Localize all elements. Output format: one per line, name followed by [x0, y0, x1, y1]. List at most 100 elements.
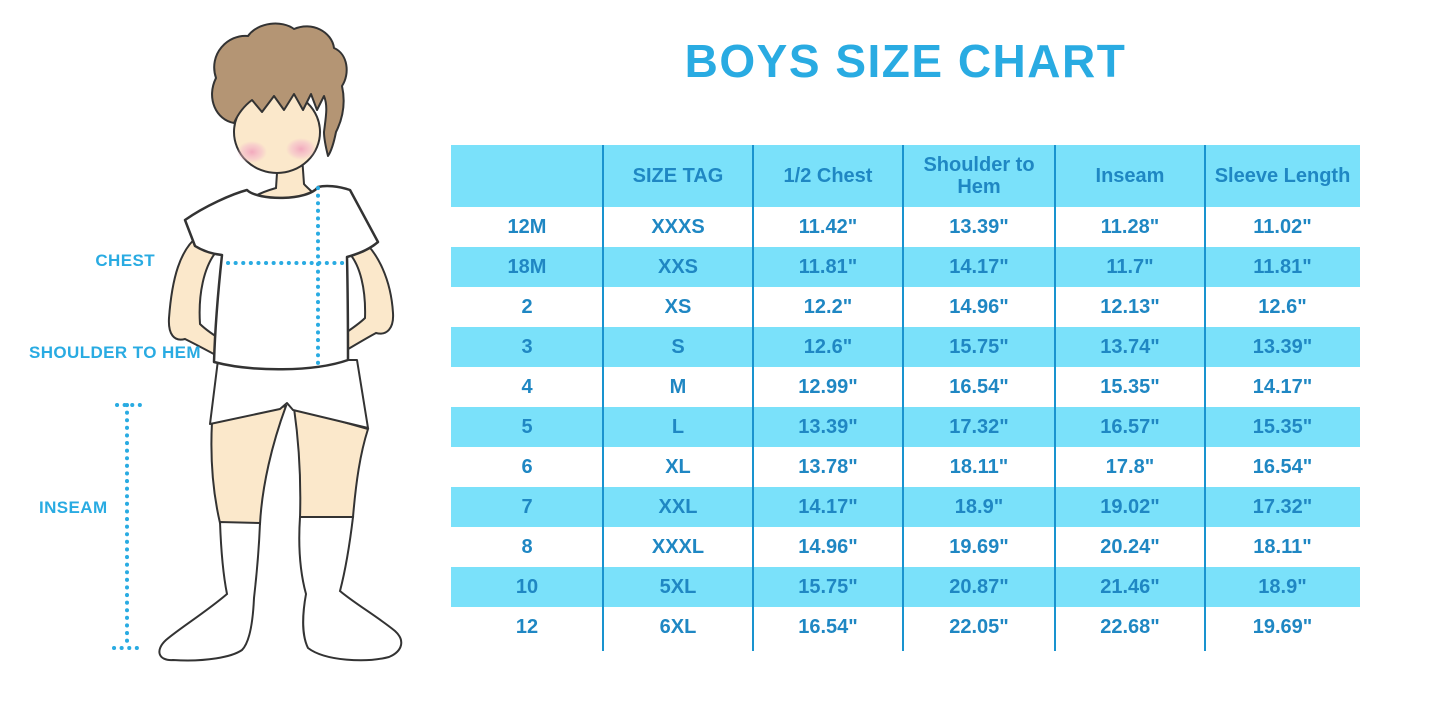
boy-shorts: [209, 359, 369, 429]
table-cell: 12.6": [1258, 295, 1307, 318]
boy-left-arm: [167, 234, 227, 361]
table-cell: 20.24": [1100, 535, 1160, 558]
table-cell: 22.05": [949, 615, 1009, 638]
table-cell: 21.46": [1100, 575, 1160, 598]
table-cell: 22.68": [1100, 615, 1160, 638]
table-cell: 18.11": [1253, 535, 1312, 558]
table-cell: XL: [665, 455, 691, 478]
table-cell: 13.39": [1252, 335, 1313, 358]
header-cell-size: [451, 145, 603, 207]
table-cell: 5: [521, 415, 533, 438]
table-cell: 11.7": [1106, 255, 1154, 278]
boy-left-sock: [158, 520, 262, 662]
table-row: 10 5XL 15.75" 20.87" 21.46" 18.9": [451, 567, 1360, 607]
table-cell: 15.75": [798, 575, 858, 598]
table-cell: M: [669, 375, 687, 398]
table-cell: 11.81": [798, 255, 858, 278]
boy-tshirt: [183, 184, 380, 371]
header-cell-shoulder-to-hem: Shoulder to Hem: [923, 153, 1035, 198]
table-cell: 12.13": [1100, 295, 1160, 318]
table-cell: 13.39": [798, 415, 858, 438]
table-cell: 8: [521, 535, 533, 558]
table-cell: 13.78": [798, 455, 858, 478]
table-cell: 6: [521, 455, 533, 478]
table-header-row: SIZE TAG 1/2 Chest Shoulder to Hem Insea…: [451, 145, 1360, 207]
table-cell: 3: [521, 335, 533, 358]
column-divider: [1054, 145, 1056, 651]
boy-illustration: [112, 22, 403, 662]
table-row: 8 XXXL 14.96" 19.69" 20.24" 18.11": [451, 527, 1360, 567]
chest-label: CHEST: [95, 251, 155, 270]
header-cell-half-chest: 1/2 Chest: [783, 164, 873, 187]
table-cell: L: [671, 415, 685, 438]
table-cell: 19.02": [1100, 495, 1160, 518]
table-row: 7 XXL 14.17" 18.9" 19.02" 17.32": [451, 487, 1360, 527]
boy-right-arm: [339, 236, 395, 354]
table-cell: 18.9": [1258, 575, 1307, 598]
inseam-label: INSEAM: [39, 498, 108, 517]
table-cell: XS: [664, 295, 692, 318]
table-cell: XXXL: [651, 535, 705, 558]
table-row: 3 S 12.6" 15.75" 13.74" 13.39": [451, 327, 1360, 367]
table-cell: 14.17": [949, 255, 1009, 278]
table-cell: 6XL: [659, 615, 697, 638]
table-cell: 17.8": [1105, 455, 1155, 478]
table-body: 12M XXXS 11.42" 13.39" 11.28" 11.02" 18M XXS 11.…: [451, 207, 1360, 647]
table-cell: 15.35": [1100, 375, 1160, 398]
table-cell: 12.99": [798, 375, 858, 398]
table-cell: 12.2": [803, 295, 853, 318]
table-cell: 11.28": [1100, 215, 1160, 238]
table-cell: 17.32": [949, 415, 1009, 438]
table-cell: 12: [515, 615, 539, 638]
table-cell: 16.54": [798, 615, 858, 638]
boy-hair: [211, 22, 348, 157]
table-row: 2 XS 12.2" 14.96" 12.13" 12.6": [451, 287, 1360, 327]
table-cell: 18.9": [954, 495, 1004, 518]
header-cell-inseam: Inseam: [1095, 164, 1165, 187]
column-divider: [1204, 145, 1206, 651]
table-cell: XXXS: [651, 215, 705, 238]
table-cell: 4: [521, 375, 533, 398]
table-cell: 5XL: [659, 575, 697, 598]
table-cell: 16.54": [949, 375, 1009, 398]
boy-blush-left: [237, 141, 267, 163]
table-cell: 12M: [507, 215, 547, 238]
table-row: 12M XXXS 11.42" 13.39" 11.28" 11.02": [451, 207, 1360, 247]
table-cell: XXL: [658, 495, 698, 518]
table-cell: 11.42": [798, 215, 858, 238]
boy-blush-right: [286, 138, 316, 160]
header-cell-sleeve-length: Sleeve Length: [1214, 164, 1351, 187]
boy-left-leg: [210, 404, 288, 526]
table-cell: 11.81": [1253, 255, 1312, 278]
header-cell-size-tag: SIZE TAG: [632, 164, 724, 187]
column-divider: [752, 145, 754, 651]
table-cell: 20.87": [949, 575, 1009, 598]
table-row: 6 XL 13.78" 18.11" 17.8" 16.54": [451, 447, 1360, 487]
table-cell: 13.74": [1100, 335, 1160, 358]
table-cell: 14.96": [798, 535, 858, 558]
table-cell: 7: [521, 495, 533, 518]
table-cell: 12.6": [803, 335, 853, 358]
table-cell: 16.54": [1252, 455, 1313, 478]
table-row: 5 L 13.39" 17.32" 16.57" 15.35": [451, 407, 1360, 447]
shoulder-to-hem-label: SHOULDER TO HEM: [29, 343, 201, 362]
table-cell: 14.17": [1252, 375, 1313, 398]
table-cell: 10: [515, 575, 539, 598]
table-cell: 17.32": [1252, 495, 1313, 518]
column-divider: [902, 145, 904, 651]
table-row: 4 M 12.99" 16.54" 15.35" 14.17": [451, 367, 1360, 407]
boy-right-sock: [298, 516, 403, 662]
table-cell: 18.11": [949, 455, 1009, 478]
page-title: BOYS SIZE CHART: [684, 35, 1127, 87]
table-cell: 14.96": [949, 295, 1009, 318]
table-cell: 19.69": [949, 535, 1009, 558]
size-table: SIZE TAG 1/2 Chest Shoulder to Hem Insea…: [451, 145, 1360, 651]
table-cell: 19.69": [1252, 615, 1313, 638]
table-cell: 16.57": [1100, 415, 1160, 438]
table-cell: 15.75": [949, 335, 1009, 358]
table-cell: S: [671, 335, 685, 358]
inseam-measure-line: [112, 403, 142, 650]
table-row: 18M XXS 11.81" 14.17" 11.7" 11.81": [451, 247, 1360, 287]
table-cell: 11.02": [1253, 215, 1312, 238]
